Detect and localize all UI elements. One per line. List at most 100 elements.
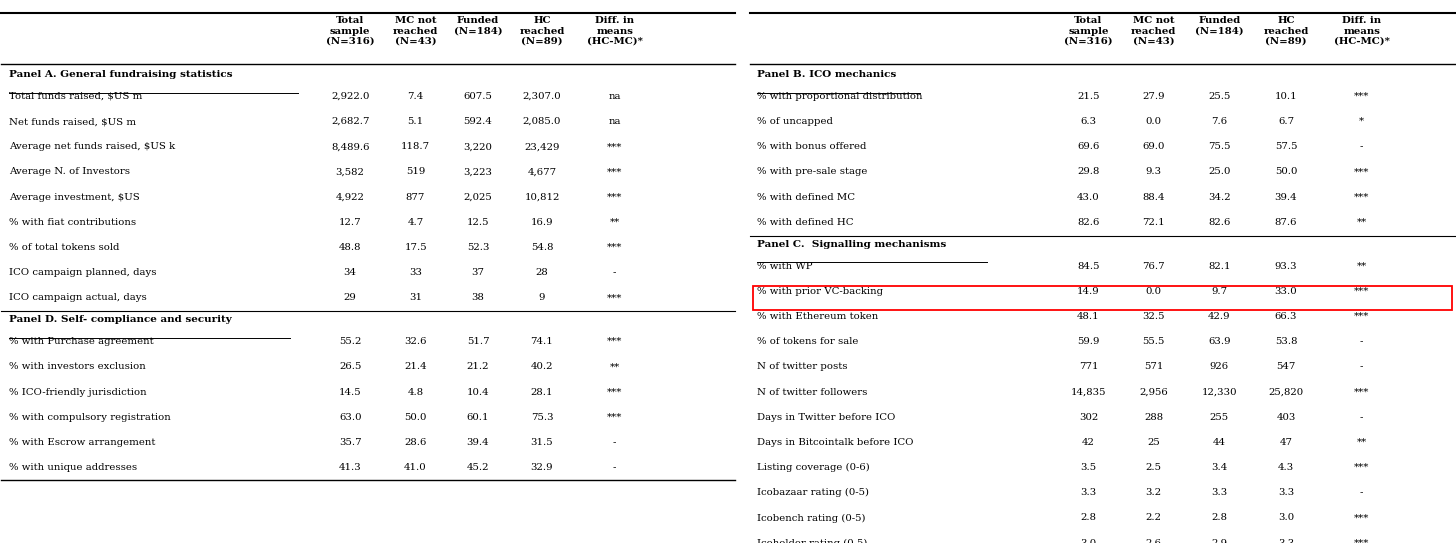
Text: 10,812: 10,812 (524, 193, 559, 201)
Text: 72.1: 72.1 (1143, 218, 1165, 227)
Text: na: na (609, 117, 620, 126)
Text: HC
reached
(N=89): HC reached (N=89) (520, 16, 565, 46)
Text: 42.9: 42.9 (1208, 312, 1230, 321)
Text: 74.1: 74.1 (530, 337, 553, 346)
Text: 69.6: 69.6 (1077, 142, 1099, 151)
Bar (753, 286, 1452, 310)
Text: N of twitter followers: N of twitter followers (757, 388, 868, 396)
Text: Days in Bitcointalk before ICO: Days in Bitcointalk before ICO (757, 438, 913, 447)
Text: Panel A. General fundraising statistics: Panel A. General fundraising statistics (9, 70, 232, 79)
Text: 37: 37 (472, 268, 485, 277)
Text: 4.7: 4.7 (408, 218, 424, 227)
Text: 52.3: 52.3 (467, 243, 489, 252)
Text: 69.0: 69.0 (1143, 142, 1165, 151)
Text: 21.2: 21.2 (467, 362, 489, 371)
Text: 5.1: 5.1 (408, 117, 424, 126)
Text: ***: *** (1354, 312, 1369, 321)
Text: 33: 33 (409, 268, 422, 277)
Text: 3.0: 3.0 (1080, 539, 1096, 543)
Text: 75.3: 75.3 (530, 413, 553, 422)
Text: 25,820: 25,820 (1268, 388, 1303, 396)
Text: Total
sample
(N=316): Total sample (N=316) (326, 16, 374, 46)
Text: 2,956: 2,956 (1140, 388, 1168, 396)
Text: **: ** (1357, 218, 1367, 227)
Text: Panel B. ICO mechanics: Panel B. ICO mechanics (757, 70, 897, 79)
Text: 771: 771 (1079, 362, 1098, 371)
Text: Funded
(N=184): Funded (N=184) (1195, 16, 1243, 36)
Text: -: - (1360, 362, 1363, 371)
Text: 14,835: 14,835 (1070, 388, 1107, 396)
Text: Panel C.  Signalling mechanisms: Panel C. Signalling mechanisms (757, 239, 946, 249)
Text: 63.9: 63.9 (1208, 337, 1230, 346)
Text: % with proportional distribution: % with proportional distribution (757, 92, 923, 101)
Text: % with unique addresses: % with unique addresses (9, 463, 137, 472)
Text: -: - (613, 268, 616, 277)
Text: % with bonus offered: % with bonus offered (757, 142, 866, 151)
Text: 4,922: 4,922 (336, 193, 364, 201)
Text: ***: *** (607, 337, 622, 346)
Text: 926: 926 (1210, 362, 1229, 371)
Text: 55.2: 55.2 (339, 337, 361, 346)
Text: 6.3: 6.3 (1080, 117, 1096, 126)
Text: 32.5: 32.5 (1143, 312, 1165, 321)
Text: 592.4: 592.4 (463, 117, 492, 126)
Text: 3,223: 3,223 (463, 167, 492, 176)
Text: 82.6: 82.6 (1208, 218, 1230, 227)
Text: HC
reached
(N=89): HC reached (N=89) (1264, 16, 1309, 46)
Text: 2.8: 2.8 (1211, 514, 1227, 522)
Text: 9.7: 9.7 (1211, 287, 1227, 296)
Text: % with Ethereum token: % with Ethereum token (757, 312, 878, 321)
Text: % of total tokens sold: % of total tokens sold (9, 243, 119, 252)
Text: ***: *** (607, 142, 622, 151)
Text: 3.3: 3.3 (1278, 539, 1294, 543)
Text: Average N. of Investors: Average N. of Investors (9, 167, 130, 176)
Text: 14.5: 14.5 (339, 388, 361, 396)
Text: 3.3: 3.3 (1211, 488, 1227, 497)
Text: 55.5: 55.5 (1143, 337, 1165, 346)
Text: % with Purchase agreement: % with Purchase agreement (9, 337, 153, 346)
Text: % with Escrow arrangement: % with Escrow arrangement (9, 438, 154, 447)
Text: 12.5: 12.5 (467, 218, 489, 227)
Text: 4.8: 4.8 (408, 388, 424, 396)
Text: 93.3: 93.3 (1274, 262, 1297, 270)
Text: 12.7: 12.7 (339, 218, 361, 227)
Text: 2,682.7: 2,682.7 (331, 117, 370, 126)
Text: 571: 571 (1144, 362, 1163, 371)
Text: 42: 42 (1082, 438, 1095, 447)
Text: 8,489.6: 8,489.6 (331, 142, 370, 151)
Text: 28.1: 28.1 (531, 388, 553, 396)
Text: Listing coverage (0-6): Listing coverage (0-6) (757, 463, 869, 472)
Text: -: - (613, 463, 616, 472)
Text: 14.9: 14.9 (1077, 287, 1099, 296)
Text: 21.5: 21.5 (1077, 92, 1099, 101)
Text: 3,220: 3,220 (463, 142, 492, 151)
Text: 17.5: 17.5 (405, 243, 427, 252)
Text: ***: *** (607, 193, 622, 201)
Text: 33.0: 33.0 (1274, 287, 1297, 296)
Text: ***: *** (1354, 463, 1369, 472)
Text: *: * (1358, 117, 1364, 126)
Text: 16.9: 16.9 (531, 218, 553, 227)
Text: 31: 31 (409, 293, 422, 302)
Text: -: - (1360, 413, 1363, 422)
Text: 27.9: 27.9 (1143, 92, 1165, 101)
Text: 75.5: 75.5 (1208, 142, 1230, 151)
Text: 50.0: 50.0 (1275, 167, 1297, 176)
Text: Days in Twitter before ICO: Days in Twitter before ICO (757, 413, 895, 422)
Text: 288: 288 (1144, 413, 1163, 422)
Text: 3.3: 3.3 (1080, 488, 1096, 497)
Text: 12,330: 12,330 (1201, 388, 1238, 396)
Text: ***: *** (1354, 388, 1369, 396)
Text: 2.5: 2.5 (1146, 463, 1162, 472)
Text: 66.3: 66.3 (1275, 312, 1297, 321)
Text: 519: 519 (406, 167, 425, 176)
Text: 7.6: 7.6 (1211, 117, 1227, 126)
Text: 0.0: 0.0 (1146, 117, 1162, 126)
Text: ***: *** (1354, 92, 1369, 101)
Text: Diff. in
means
(HC-MC)*: Diff. in means (HC-MC)* (1334, 16, 1389, 46)
Text: % with defined HC: % with defined HC (757, 218, 853, 227)
Text: ***: *** (607, 293, 622, 302)
Text: ***: *** (1354, 539, 1369, 543)
Text: **: ** (610, 218, 620, 227)
Text: 2.2: 2.2 (1146, 514, 1162, 522)
